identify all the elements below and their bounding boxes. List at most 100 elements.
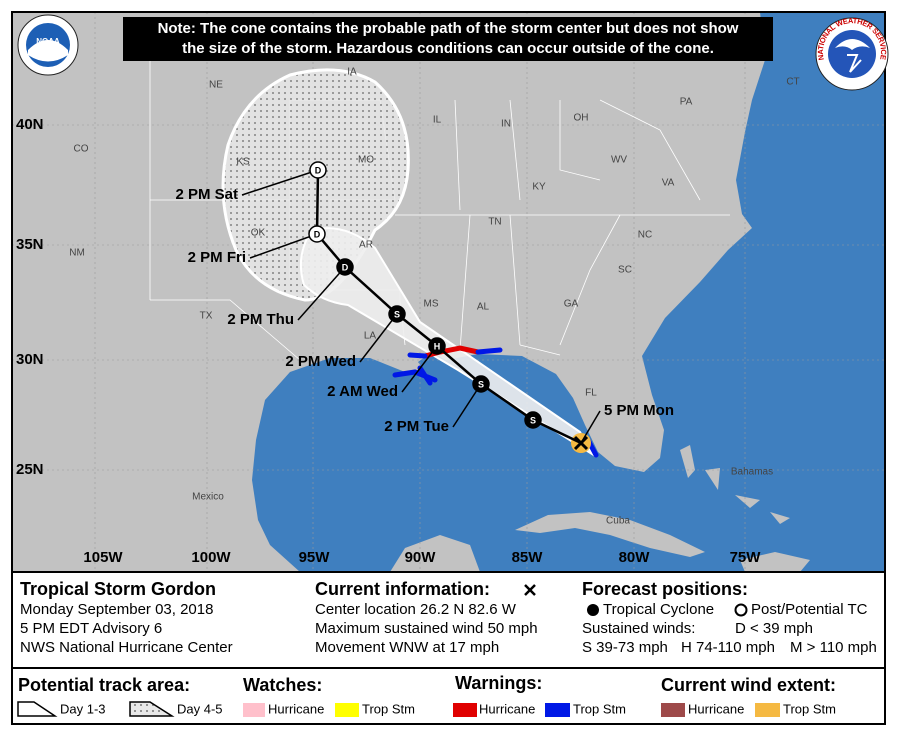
leader-line bbox=[241, 169, 319, 196]
forecast-point bbox=[336, 258, 354, 276]
tropical-cyclone-symbol bbox=[587, 604, 599, 616]
wind-tropstm-swatch bbox=[755, 703, 780, 717]
map: 40N 35N 30N 25N 105W 100W 95W 90W 85W 80W 75W NE IA K… bbox=[12, 12, 885, 572]
latitude-label: 40N bbox=[16, 116, 44, 133]
wind-tropstm-label: Trop Stm bbox=[783, 701, 836, 716]
warnings bbox=[392, 345, 599, 458]
day45-symbol bbox=[129, 701, 175, 717]
watch-hurricane-swatch bbox=[243, 703, 265, 717]
place-label: MO bbox=[358, 155, 374, 166]
place-label: NC bbox=[638, 230, 652, 241]
forecast-title: Forecast positions: bbox=[582, 579, 748, 599]
tropical-cyclone-label: Tropical Cyclone bbox=[603, 601, 714, 618]
cone-day-1-3 bbox=[299, 227, 595, 457]
longitude-label: 95W bbox=[299, 549, 331, 566]
leader-line bbox=[359, 313, 398, 363]
forecast-point bbox=[472, 375, 490, 393]
warnings-title: Warnings: bbox=[455, 673, 542, 693]
noaa-logo: NOAA bbox=[17, 14, 79, 76]
place-label: Cuba bbox=[606, 516, 630, 527]
place-label: TN bbox=[488, 217, 501, 228]
warning-tropstm-label: Trop Stm bbox=[573, 701, 626, 716]
current-title: Current information: bbox=[315, 579, 490, 599]
place-label: WV bbox=[611, 155, 627, 166]
forecast-point-letter: D bbox=[315, 165, 322, 175]
storm-date: Monday September 03, 2018 bbox=[20, 601, 213, 618]
place-label: LA bbox=[364, 331, 377, 342]
place-label: IL bbox=[433, 115, 442, 126]
forecast-point bbox=[428, 337, 446, 355]
leader-line bbox=[401, 345, 438, 393]
place-label: NE bbox=[209, 80, 223, 91]
forecast-point-letter: S bbox=[394, 309, 400, 319]
winds-title: Sustained winds: bbox=[582, 620, 695, 637]
track-time-label: 2 PM Wed bbox=[285, 353, 356, 370]
track-time-label: 2 PM Fri bbox=[188, 249, 246, 266]
wind-hurricane-swatch bbox=[661, 703, 685, 717]
place-label: CT bbox=[786, 77, 799, 88]
note-line: Note: The cone contains the probable pat… bbox=[158, 20, 739, 37]
wind-d: D < 39 mph bbox=[735, 620, 813, 637]
leader-line bbox=[249, 233, 318, 259]
longitude-label: 80W bbox=[619, 549, 651, 566]
ocean bbox=[252, 12, 885, 572]
hispaniola bbox=[740, 552, 810, 572]
place-label: AL bbox=[477, 302, 490, 313]
place-label: TX bbox=[200, 311, 213, 322]
forecast-point-letter: S bbox=[478, 379, 484, 389]
advisory: 5 PM EDT Advisory 6 bbox=[20, 620, 162, 637]
latitude-label: 35N bbox=[16, 236, 44, 253]
current-position bbox=[573, 435, 589, 451]
longitude-label: 105W bbox=[83, 549, 123, 566]
longitude-label: 90W bbox=[405, 549, 437, 566]
info-panel: Tropical Storm Gordon Monday September 0… bbox=[11, 571, 886, 725]
wind-s: S 39-73 mph bbox=[582, 639, 668, 656]
place-label: KS bbox=[236, 157, 250, 168]
wind-hurricane-label: Hurricane bbox=[688, 701, 744, 716]
post-tc-label: Post/Potential TC bbox=[751, 601, 868, 618]
track-time-label: 2 PM Sat bbox=[175, 186, 238, 203]
forecast-point-letter: H bbox=[434, 341, 441, 351]
place-label: KY bbox=[532, 182, 546, 193]
yucatan bbox=[390, 535, 480, 572]
longitude-label: 85W bbox=[512, 549, 544, 566]
forecast-point bbox=[524, 411, 542, 429]
forecast-point-letter: S bbox=[530, 415, 536, 425]
bahamas bbox=[680, 445, 790, 524]
issuer: NWS National Hurricane Center bbox=[20, 639, 233, 656]
latitude-label: 25N bbox=[16, 461, 44, 478]
place-label: VA bbox=[662, 178, 675, 189]
place-label: IN bbox=[501, 119, 511, 130]
track-time-label: 2 AM Wed bbox=[327, 383, 398, 400]
day13-label: Day 1-3 bbox=[60, 701, 106, 716]
longitude-label: 100W bbox=[191, 549, 231, 566]
track-time-label: 2 PM Tue bbox=[384, 418, 449, 435]
warning-hurricane-swatch bbox=[453, 703, 477, 717]
watch-tropstm-swatch bbox=[335, 703, 359, 717]
watch-hurricane-label: Hurricane bbox=[268, 701, 324, 716]
storm-name: Tropical Storm Gordon bbox=[20, 579, 216, 599]
latitude-label: 30N bbox=[16, 351, 44, 368]
leader-line bbox=[580, 410, 601, 444]
note-box bbox=[123, 17, 773, 61]
track-time-label: 5 PM Mon bbox=[604, 402, 674, 419]
place-label: SC bbox=[618, 265, 632, 276]
wind-extent-title: Current wind extent: bbox=[661, 675, 836, 695]
forecast-point-letter: D bbox=[314, 229, 321, 239]
warning-tropstm-swatch bbox=[545, 703, 570, 717]
cuba bbox=[515, 512, 705, 557]
noaa-logo-text: NOAA bbox=[36, 37, 60, 46]
forecast-point-letter: D bbox=[342, 262, 349, 272]
center-location: Center location 26.2 N 82.6 W bbox=[315, 601, 517, 618]
place-label: NM bbox=[69, 248, 85, 259]
leader-line bbox=[297, 266, 346, 321]
place-label: GA bbox=[564, 299, 579, 310]
place-label: CO bbox=[74, 144, 89, 155]
map-labels: 40N 35N 30N 25N 105W 100W 95W 90W 85W 80W 75W NE IA K… bbox=[16, 53, 846, 566]
place-label: OK bbox=[251, 228, 266, 239]
forecast-point bbox=[309, 161, 327, 179]
watches-title: Watches: bbox=[243, 675, 322, 695]
wind-m: M > 110 mph bbox=[790, 639, 877, 656]
place-label: AR bbox=[359, 240, 373, 251]
max-wind: Maximum sustained wind 50 mph bbox=[315, 620, 538, 637]
